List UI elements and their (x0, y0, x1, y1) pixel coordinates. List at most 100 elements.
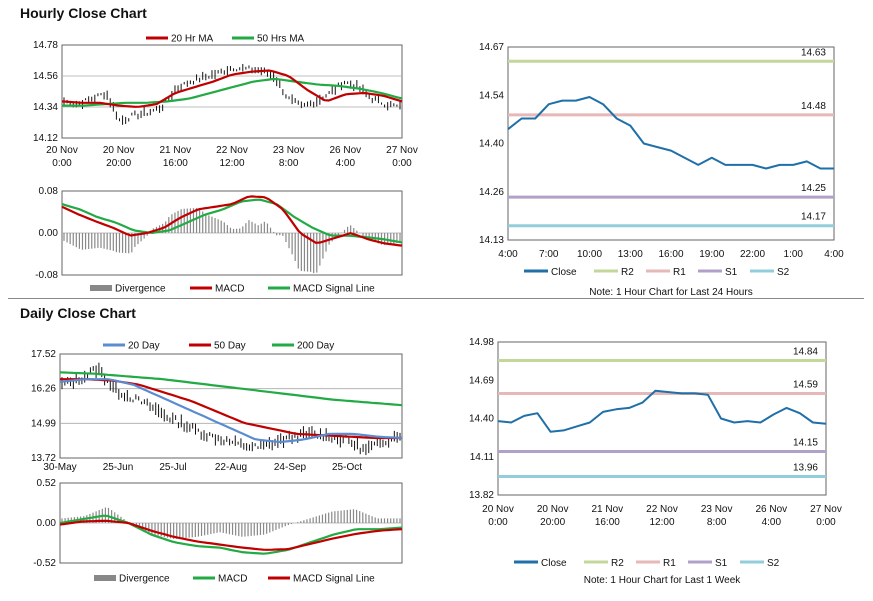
daily-weekly-frame (497, 341, 827, 496)
daily-weekly-ytick: 14.11 (470, 452, 495, 463)
hourly-ma20-line (61, 69, 403, 108)
daily-weekly-xtick-date: 23 Nov (701, 504, 733, 515)
daily-weekly-xtick-time: 4:00 (762, 517, 782, 528)
hourly-price-xtick-date: 20 Nov (46, 145, 78, 156)
hourly-price-xtick-time: 20:00 (106, 158, 131, 169)
daily-price-legend-50day-label: 50 Day (214, 341, 246, 352)
hourly-price-xtick-time: 4:00 (336, 158, 356, 169)
daily-weekly-xtick-time: 0:00 (488, 517, 508, 528)
daily-macd-ytick: 0.52 (37, 478, 57, 489)
hourly-price-ytick: 14.78 (33, 40, 58, 51)
daily-price-ytick: 13.72 (31, 453, 56, 464)
hourly-price-xtick-time: 0:00 (392, 158, 412, 169)
hourly-price-xtick-date: 27 Nov (386, 145, 418, 156)
daily-macd-legend-signal-label: MACD Signal Line (293, 574, 375, 585)
hourly-intraday-legend-s1-label: S1 (725, 267, 738, 278)
hourly-price-frame (61, 44, 403, 139)
daily-weekly-legend-r1-label: R1 (663, 558, 676, 569)
hourly-macd-ytick: -0.08 (35, 270, 58, 281)
hourly-price-xtick-date: 22 Nov (216, 145, 248, 156)
hourly-intraday-legend-close-label: Close (551, 267, 577, 278)
hourly-intraday-level-label-s1: 14.25 (801, 183, 826, 194)
daily-weekly-xtick-time: 8:00 (707, 517, 727, 528)
hourly-price-ytick: 14.34 (33, 102, 58, 113)
hourly-price-xtick-time: 8:00 (279, 158, 299, 169)
hourly-ma50-line (62, 77, 403, 107)
hourly-intraday-legend-s2-label: S2 (777, 267, 790, 278)
hourly-price-xtick-time: 12:00 (219, 158, 244, 169)
hourly-macd-legend-divergence-swatch (90, 285, 112, 291)
hourly-intraday-xtick: 4:00 (824, 249, 844, 260)
hourly-section-title: Hourly Close Chart (20, 5, 147, 21)
daily-ma200-line (59, 371, 403, 407)
daily-macd-ytick: 0.00 (37, 518, 57, 529)
daily-weekly-xtick-date: 20 Nov (482, 504, 514, 515)
daily-price-xtick: 25-Oct (332, 462, 362, 473)
hourly-intraday-xtick: 16:00 (658, 249, 683, 260)
hourly-macd-line (61, 195, 403, 247)
hourly-macd-legend-macd-label: MACD (215, 284, 244, 295)
hourly-intraday-xtick: 22:00 (740, 249, 765, 260)
daily-weekly-ytick: 14.40 (469, 414, 494, 425)
daily-weekly-level-label-s1: 14.15 (793, 437, 818, 448)
hourly-intraday-xtick: 7:00 (539, 249, 559, 260)
hourly-intraday-xtick: 1:00 (784, 249, 804, 260)
daily-price-xtick: 25-Jul (159, 462, 186, 473)
hourly-price-xtick-date: 23 Nov (273, 145, 305, 156)
daily-macd-legend-divergence-swatch (94, 575, 116, 581)
daily-weekly-xtick-date: 20 Nov (537, 504, 569, 515)
hourly-intraday-xtick: 10:00 (577, 249, 602, 260)
daily-price-legend-20day-label: 20 Day (128, 341, 160, 352)
daily-price-xtick: 24-Sep (274, 462, 307, 473)
daily-weekly-level-label-s2: 13.96 (793, 463, 818, 474)
section-divider (8, 298, 864, 299)
daily-ma20-line (59, 378, 403, 444)
hourly-price-xtick-date: 21 Nov (159, 145, 191, 156)
hourly-price-xtick-time: 0:00 (52, 158, 72, 169)
hourly-intraday-ytick: 14.54 (479, 90, 504, 101)
daily-weekly-note: Note: 1 Hour Chart for Last 1 Week (584, 575, 742, 586)
hourly-intraday-frame (507, 46, 835, 241)
hourly-intraday-level-label-r1: 14.48 (801, 101, 826, 112)
daily-macd-ytick: -0.52 (33, 558, 56, 569)
daily-weekly-legend-close-label: Close (541, 558, 567, 569)
hourly-intraday-close-line (507, 96, 834, 170)
daily-macd-signal-line (59, 519, 403, 551)
hourly-intraday-level-label-s2: 14.17 (801, 212, 826, 223)
hourly-price-xtick-date: 26 Nov (329, 145, 361, 156)
daily-price-xtick: 25-Jun (103, 462, 134, 473)
hourly-price-ytick: 14.12 (33, 133, 58, 144)
hourly-macd-ytick: 0.08 (39, 186, 59, 197)
daily-weekly-xtick-date: 26 Nov (755, 504, 787, 515)
daily-price-ytick: 16.26 (31, 384, 56, 395)
hourly-intraday-ytick: 14.40 (479, 139, 504, 150)
daily-macd-legend-divergence-label: Divergence (119, 574, 170, 585)
hourly-intraday-xtick: 19:00 (699, 249, 724, 260)
daily-weekly-xtick-time: 20:00 (540, 517, 565, 528)
daily-weekly-xtick-date: 27 Nov (810, 504, 842, 515)
daily-weekly-xtick-date: 21 Nov (591, 504, 623, 515)
hourly-macd-legend-signal-label: MACD Signal Line (293, 284, 375, 295)
hourly-intraday-legend-r2-label: R2 (621, 267, 634, 278)
hourly-intraday-ytick: 14.13 (479, 235, 504, 246)
daily-weekly-level-label-r1: 14.59 (793, 379, 818, 390)
hourly-macd-ytick: 0.00 (39, 228, 59, 239)
daily-price-xtick: 22-Aug (215, 462, 247, 473)
hourly-intraday-xtick: 4:00 (498, 249, 518, 260)
daily-price-ytick: 14.99 (31, 418, 56, 429)
hourly-price-legend-ma50-label: 50 Hrs MA (257, 34, 305, 45)
hourly-intraday-xtick: 13:00 (618, 249, 643, 260)
daily-weekly-xtick-time: 16:00 (595, 517, 620, 528)
daily-weekly-xtick-time: 12:00 (649, 517, 674, 528)
daily-weekly-legend-s2-label: S2 (767, 558, 780, 569)
daily-weekly-ytick: 13.82 (469, 490, 494, 501)
hourly-macd-legend-divergence-label: Divergence (115, 284, 166, 295)
daily-price-ytick: 17.52 (31, 349, 56, 360)
hourly-intraday-note: Note: 1 Hour Chart for Last 24 Hours (589, 287, 752, 298)
hourly-price-xtick-time: 16:00 (163, 158, 188, 169)
daily-weekly-close-line (497, 389, 827, 433)
hourly-price-ytick: 14.56 (33, 71, 58, 82)
hourly-intraday-legend-r1-label: R1 (673, 267, 686, 278)
daily-macd-legend-macd-label: MACD (218, 574, 247, 585)
